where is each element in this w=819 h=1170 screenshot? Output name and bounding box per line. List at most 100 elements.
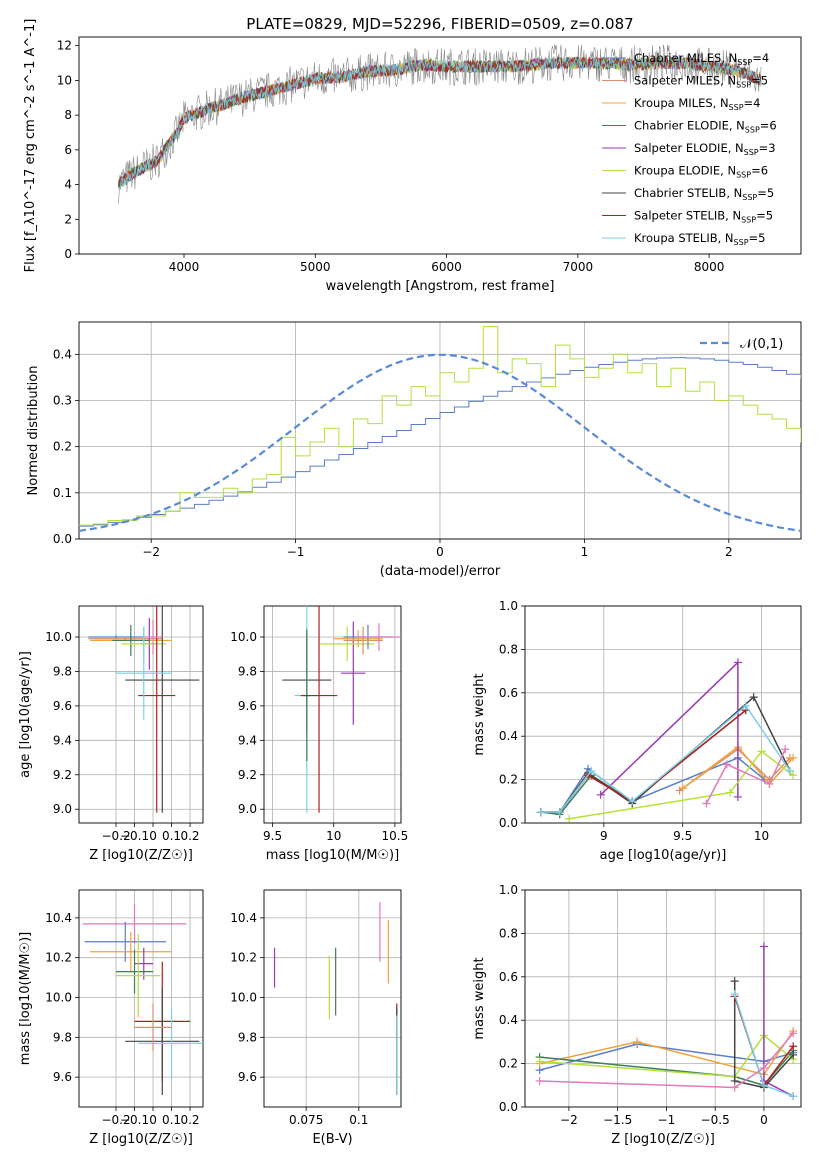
y-tick-label: 0.0	[499, 1100, 518, 1114]
x-tick-label: −0.5	[701, 1113, 730, 1127]
plot-frame	[78, 889, 204, 1108]
y-tick-label: 0.3	[53, 393, 72, 407]
weight-point	[741, 701, 750, 710]
weight-line	[539, 1034, 794, 1078]
x-tick-label: 6000	[431, 260, 462, 274]
y-tick-label: 12	[57, 39, 72, 53]
legend-entry: 𝒩(0,1)	[740, 337, 783, 352]
weight-point	[733, 658, 742, 667]
legend-subscript: SSP	[744, 148, 759, 157]
legend-value: =4	[752, 51, 769, 65]
y-axis-label: mass weight	[472, 957, 487, 1039]
x-tick-label: 0.1	[162, 1113, 181, 1127]
legend-entry: Kroupa ELODIE, NSSP=6	[634, 164, 768, 180]
weight-point	[789, 1050, 798, 1059]
legend-entry: Chabrier STELIB, NSSP=5	[634, 186, 774, 202]
weight-point	[789, 771, 798, 780]
x-axis-label: wavelength [Angstrom, rest frame]	[326, 279, 555, 294]
weight-point	[781, 745, 790, 754]
weight-point	[733, 792, 742, 801]
legend-entry: Salpeter MILES, NSSP=5	[634, 74, 768, 90]
y-tick-label: 9.4	[238, 733, 257, 747]
x-tick-label: 10	[326, 829, 341, 843]
weight-point	[789, 753, 798, 762]
x-axis-label: (data-model)/error	[380, 564, 501, 579]
weight-point	[749, 693, 758, 702]
y-tick-label: 10.4	[230, 911, 257, 925]
model-line	[118, 56, 762, 191]
weight-line	[540, 709, 747, 816]
legend-subscript: SSP	[736, 171, 751, 180]
y-tick-label: 0.6	[499, 686, 518, 700]
x-tick-label: −2	[560, 1113, 578, 1127]
x-tick-label: 0	[149, 829, 157, 843]
panel-spectrum: 4000 5000 6000 7000 8000 0 2 4 6 8 10 12 wavelength …	[23, 19, 802, 294]
weight-point	[789, 1092, 798, 1101]
x-axis-label: Z [log10(Z/Z☉)]	[89, 1132, 193, 1147]
panel-mass-vs-Z: −0.2−0.1 0 0.1 0.2 9.6 9.8 10.0 10.2 10.4 Z [log1…	[18, 889, 204, 1147]
legend-entry: Salpeter ELODIE, NSSP=3	[634, 141, 776, 157]
y-tick-label: 0.2	[499, 1057, 518, 1071]
weight-point	[757, 747, 766, 756]
weight-point	[730, 990, 739, 999]
legend-value: =5	[757, 186, 774, 200]
weight-point	[789, 1029, 798, 1038]
weight-point	[726, 788, 735, 797]
x-tick-label: 0	[760, 1113, 768, 1127]
legend-subscript: SSP	[729, 103, 744, 112]
y-tick-label: 9.6	[53, 1070, 72, 1084]
weight-line	[539, 1050, 794, 1087]
x-tick-label: −2	[142, 545, 160, 559]
weight-line	[682, 745, 794, 789]
legend-entry: Kroupa STELIB, NSSP=5	[634, 231, 765, 247]
plot-frame	[263, 605, 402, 824]
legend-subscript: SSP	[736, 81, 751, 90]
plot-frame	[78, 605, 204, 824]
y-tick-label: 10.0	[230, 991, 257, 1005]
y-axis-label: mass weight	[472, 673, 487, 755]
legend-value: =3	[759, 141, 776, 155]
x-tick-label: 8000	[694, 260, 725, 274]
y-tick-label: 9.8	[53, 1030, 72, 1044]
y-tick-label: 9.8	[238, 664, 257, 678]
y-tick-label: 0.6	[499, 970, 518, 984]
panel-weight-vs-age: 9 9.5 10 0.0 0.2 0.4 0.6 0.8 1.0 age [log10(age/y…	[472, 599, 802, 863]
weight-point	[633, 1037, 642, 1046]
legend-subscript: SSP	[734, 238, 749, 247]
figure-title: PLATE=0829, MJD=52296, FIBERID=0509, z=0…	[246, 15, 633, 33]
legend-value: =5	[749, 231, 766, 245]
x-axis-label: mass [log10(M/M☉)]	[266, 848, 399, 863]
y-tick-label: 6	[64, 143, 72, 157]
x-tick-label: −0.1	[120, 1113, 149, 1127]
legend-subscript: SSP	[742, 193, 757, 202]
y-tick-label: 0.0	[53, 532, 72, 546]
histogram-step	[79, 357, 801, 527]
weight-point	[730, 1083, 739, 1092]
legend-entry: Salpeter STELIB, NSSP=5	[634, 209, 773, 225]
weight-point	[587, 766, 596, 775]
x-tick-label: −0.2	[101, 1113, 130, 1127]
weight-point	[730, 977, 739, 986]
y-tick-label: 0.4	[499, 1013, 518, 1027]
weight-point	[565, 814, 574, 823]
weight-line	[539, 1030, 794, 1076]
x-tick-label: −1	[287, 545, 305, 559]
weight-point	[535, 1057, 544, 1066]
weight-line	[540, 704, 791, 813]
spectrum-data-line	[118, 44, 762, 204]
normal-curve	[78, 353, 802, 532]
x-tick-label: 0.1	[349, 1113, 368, 1127]
weight-point	[759, 942, 768, 951]
weight-point	[678, 784, 687, 793]
panel-age-vs-Z: −0.2−0.1 0 0.1 0.2 9.0 9.2 9.4 9.6 9.8 10.0 Z [log…	[18, 605, 204, 863]
legend-entry: Chabrier MILES, NSSP=4	[634, 51, 769, 67]
y-tick-label: 8	[64, 108, 72, 122]
weight-line	[539, 1043, 794, 1071]
weight-point	[555, 808, 564, 817]
y-tick-label: 9.0	[53, 802, 72, 816]
x-tick-label: 10.5	[382, 829, 409, 843]
x-tick-label: 4000	[169, 260, 200, 274]
x-tick-label: 7000	[563, 260, 594, 274]
x-tick-label: 9.5	[263, 829, 282, 843]
